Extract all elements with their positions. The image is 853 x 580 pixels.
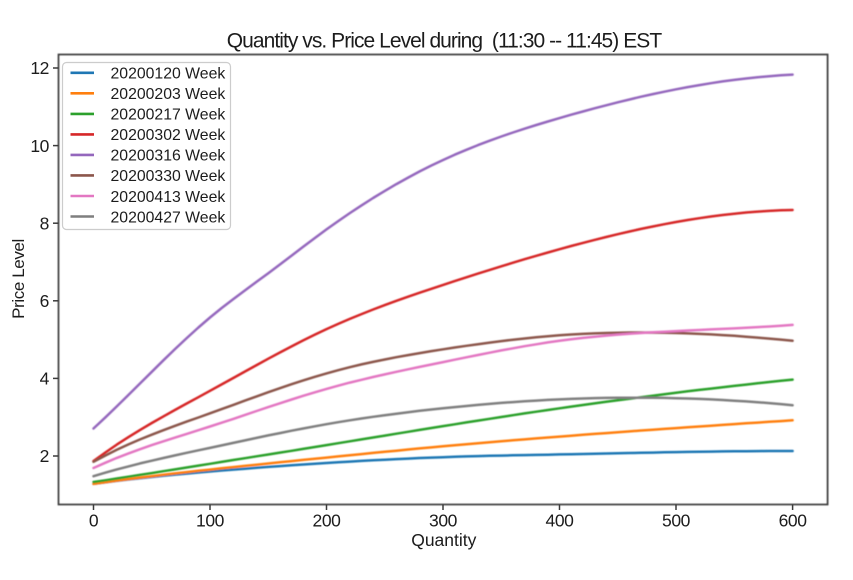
svg-text:8: 8 [40,213,49,233]
svg-text:600: 600 [779,511,808,531]
svg-text:20200120 Week: 20200120 Week [111,66,226,83]
svg-text:4: 4 [40,369,50,389]
svg-text:100: 100 [196,511,225,531]
svg-text:2: 2 [40,446,49,466]
svg-text:20200203 Week: 20200203 Week [111,86,226,103]
svg-text:400: 400 [546,511,575,531]
svg-text:0: 0 [89,511,99,531]
svg-text:Price Level: Price Level [9,239,28,319]
svg-text:12: 12 [30,58,49,78]
svg-text:20200302 Week: 20200302 Week [111,127,226,144]
svg-text:300: 300 [429,511,458,531]
svg-text:500: 500 [662,511,691,531]
svg-text:20200427 Week: 20200427 Week [111,209,226,226]
svg-text:20200217 Week: 20200217 Week [111,107,226,124]
svg-text:200: 200 [313,511,342,531]
svg-text:6: 6 [40,291,49,311]
svg-text:Quantity: Quantity [411,530,476,550]
svg-text:Quantity vs. Price Level durin: Quantity vs. Price Level during (11:30 -… [227,30,663,53]
svg-text:20200413 Week: 20200413 Week [111,189,226,206]
svg-text:20200330 Week: 20200330 Week [111,168,226,185]
svg-text:20200316 Week: 20200316 Week [111,148,226,165]
svg-text:10: 10 [30,136,49,156]
